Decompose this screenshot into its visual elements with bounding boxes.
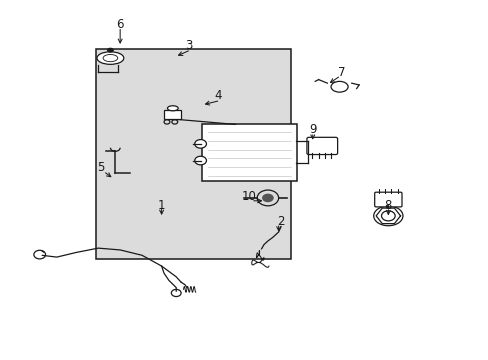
Circle shape	[107, 48, 114, 53]
Circle shape	[194, 140, 206, 148]
FancyBboxPatch shape	[306, 137, 337, 154]
Text: 2: 2	[277, 215, 284, 228]
Circle shape	[194, 156, 206, 165]
Bar	[163, 110, 181, 119]
Text: 6: 6	[116, 18, 123, 31]
Circle shape	[262, 194, 273, 202]
Text: 3: 3	[184, 39, 192, 52]
Ellipse shape	[373, 206, 402, 226]
Bar	[96, 49, 290, 259]
Ellipse shape	[103, 54, 118, 62]
Ellipse shape	[167, 106, 178, 111]
Text: 1: 1	[158, 199, 165, 212]
FancyBboxPatch shape	[374, 192, 401, 207]
Text: 8: 8	[384, 199, 391, 212]
Text: 10: 10	[242, 190, 256, 203]
FancyBboxPatch shape	[202, 124, 296, 181]
Text: 9: 9	[308, 123, 316, 136]
Ellipse shape	[330, 81, 347, 92]
Text: 7: 7	[338, 66, 345, 79]
Text: 5: 5	[97, 161, 104, 174]
Text: 4: 4	[213, 89, 221, 102]
Ellipse shape	[97, 52, 123, 64]
